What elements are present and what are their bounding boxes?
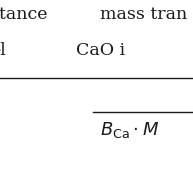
Text: $B_\mathrm{Ca} \cdot M$: $B_\mathrm{Ca} \cdot M$ (100, 120, 159, 140)
Text: stance: stance (0, 6, 48, 23)
Text: el: el (0, 42, 6, 59)
Text: mass tran: mass tran (100, 6, 188, 23)
Text: CaO i: CaO i (76, 42, 125, 59)
